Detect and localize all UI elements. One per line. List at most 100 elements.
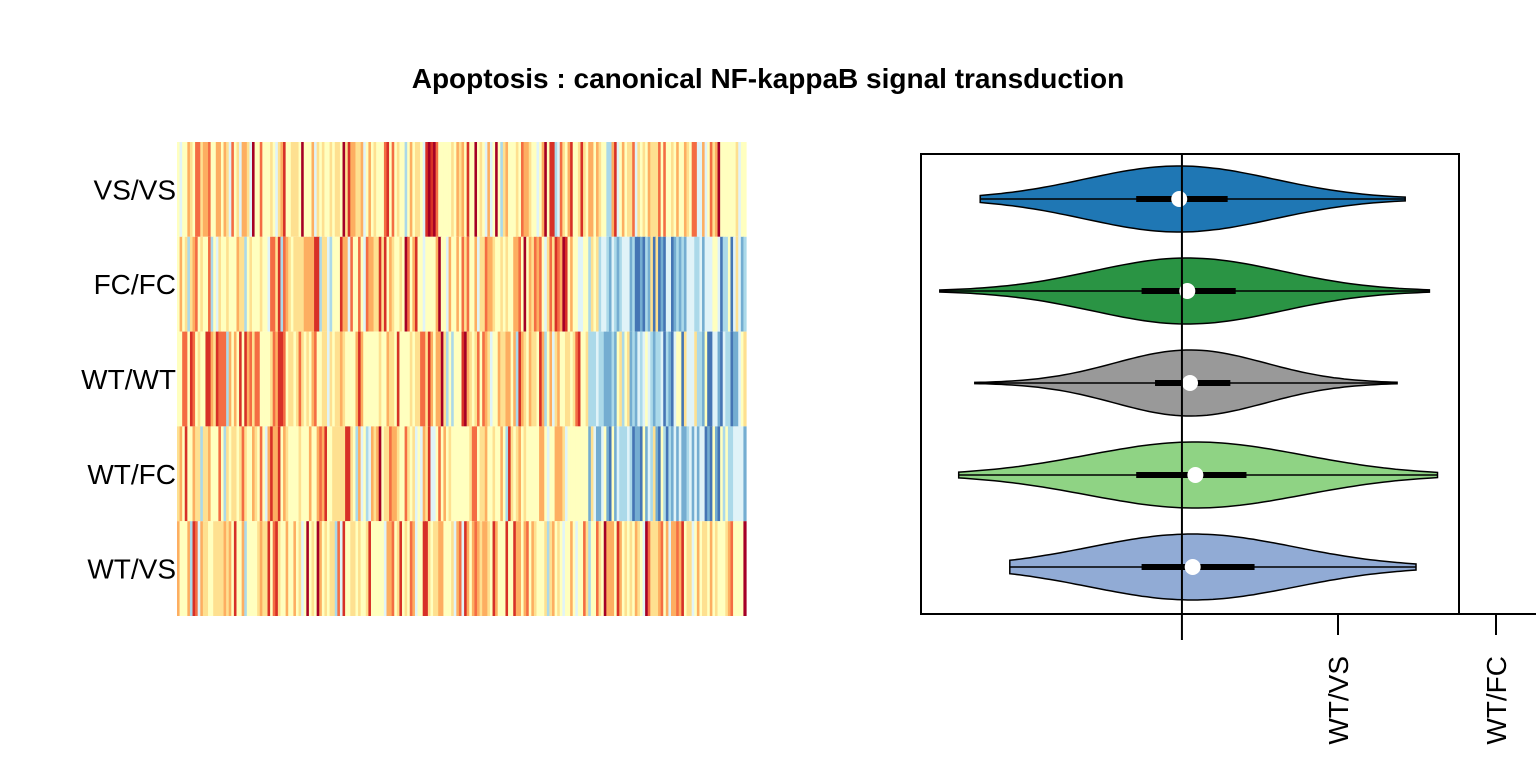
heatmap-cell <box>389 142 393 237</box>
heatmap-cell <box>580 521 584 616</box>
heatmap-cell <box>358 331 362 427</box>
heatmap-cell <box>580 236 584 332</box>
heatmap-cell <box>559 331 563 427</box>
heatmap-cell <box>720 331 724 427</box>
heatmap-cell <box>270 426 274 522</box>
heatmap-cell <box>184 236 188 332</box>
heatmap-cell <box>694 142 698 237</box>
heatmap-cell <box>727 142 732 237</box>
heatmap-cell <box>735 236 739 332</box>
heatmap-cell <box>624 521 628 616</box>
heatmap-cell <box>334 142 338 237</box>
heatmap-cell <box>505 236 509 332</box>
heatmap-cell <box>316 142 320 237</box>
heatmap-cell <box>500 331 504 427</box>
heatmap-cell <box>717 142 721 237</box>
heatmap-cell <box>678 521 682 616</box>
heatmap-cell <box>466 426 470 522</box>
heatmap-cell <box>593 521 597 616</box>
heatmap-cell <box>324 331 328 427</box>
heatmap-cell <box>743 236 747 332</box>
heatmap-cell <box>575 521 579 616</box>
heatmap-cell <box>283 426 287 522</box>
heatmap-cell <box>660 521 664 616</box>
heatmap-cell <box>233 426 238 522</box>
heatmap-cell <box>177 426 181 522</box>
heatmap-cell <box>738 142 742 237</box>
heatmap-cell <box>378 331 382 427</box>
heatmap-cell <box>588 236 592 332</box>
heatmap-cell <box>433 236 437 332</box>
heatmap-cell <box>327 426 331 522</box>
heatmap-cell <box>290 142 294 237</box>
heatmap-cell <box>544 236 548 332</box>
heatmap-cell <box>668 521 672 616</box>
heatmap-cell <box>601 142 605 237</box>
heatmap-cell <box>254 236 258 332</box>
heatmap-cell <box>595 142 600 237</box>
heatmap-cell <box>220 521 225 616</box>
heatmap-cell <box>342 236 346 332</box>
heatmap-cell <box>621 426 626 522</box>
heatmap-cell <box>606 331 610 427</box>
heatmap-cell <box>368 331 372 427</box>
heatmap-cell <box>627 521 631 616</box>
heatmap-cell <box>383 426 388 522</box>
heatmap-cell <box>722 236 726 332</box>
heatmap-cell <box>360 521 364 616</box>
heatmap-cell <box>342 521 346 616</box>
heatmap-cell <box>262 331 266 427</box>
heatmap-cell <box>394 426 398 522</box>
heatmap-cell <box>590 521 595 616</box>
heatmap-cell <box>218 521 222 616</box>
heatmap-cell <box>391 521 395 616</box>
heatmap-cell <box>487 331 491 427</box>
heatmap-cell <box>210 236 214 332</box>
heatmap-cell <box>233 521 238 616</box>
heatmap-cell <box>352 426 357 522</box>
heatmap-cell <box>564 236 569 332</box>
heatmap-cell <box>707 426 711 522</box>
heatmap-cell <box>347 521 351 616</box>
heatmap-cell <box>378 521 382 616</box>
heatmap-cell <box>365 521 369 616</box>
heatmap-cell <box>433 142 437 237</box>
heatmap-cell <box>213 331 217 427</box>
heatmap-cell <box>337 331 341 427</box>
heatmap-cell <box>541 426 545 522</box>
heatmap-cell <box>448 331 452 427</box>
heatmap-cell <box>528 142 532 237</box>
heatmap-cell <box>497 142 501 237</box>
heatmap-cell <box>585 426 589 522</box>
heatmap-cell <box>244 331 248 427</box>
heatmap-cell <box>665 521 670 616</box>
heatmap-cell <box>433 521 437 616</box>
heatmap-cell <box>614 142 618 237</box>
heatmap-cell <box>658 236 662 332</box>
heatmap-cell <box>526 521 530 616</box>
heatmap-cell <box>583 426 587 522</box>
heatmap-cell <box>608 521 613 616</box>
heatmap-cell <box>347 331 351 427</box>
heatmap-cell <box>689 521 693 616</box>
heatmap-cell <box>430 426 434 522</box>
heatmap-cell <box>629 521 633 616</box>
heatmap-cell <box>365 331 369 427</box>
heatmap-cell <box>627 142 631 237</box>
heatmap-cell <box>241 142 245 237</box>
heatmap-cell <box>440 236 444 332</box>
heatmap-cell <box>179 521 183 616</box>
heatmap-cell <box>402 142 406 237</box>
heatmap-cell <box>285 521 289 616</box>
heatmap-cell <box>264 521 269 616</box>
heatmap-cell <box>396 426 401 522</box>
heatmap-cell <box>497 236 501 332</box>
heatmap-cell <box>668 426 672 522</box>
heatmap-cell <box>619 236 623 332</box>
heatmap-cell <box>707 521 711 616</box>
heatmap-cell <box>740 331 745 427</box>
heatmap-cell <box>339 426 344 522</box>
heatmap-cell <box>215 236 219 332</box>
heatmap-cell <box>417 331 421 427</box>
heatmap-cell <box>249 521 253 616</box>
